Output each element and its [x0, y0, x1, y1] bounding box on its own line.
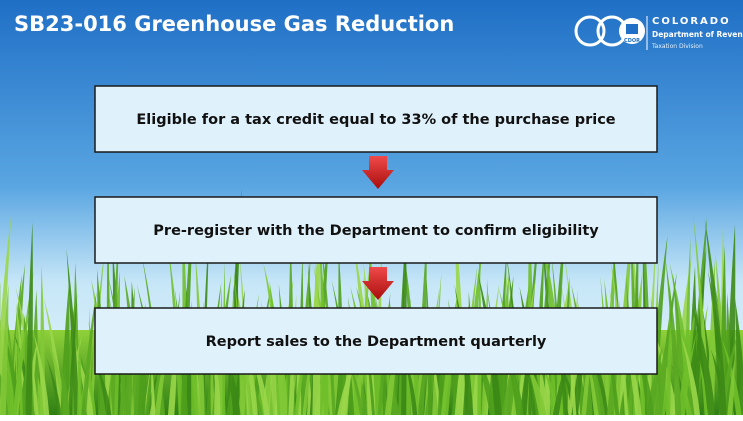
grass-blade: [0, 283, 9, 415]
step-arrow: [362, 267, 394, 300]
grass-blade: [523, 309, 546, 415]
grass-blade: [66, 249, 80, 415]
step-text: Pre-register with the Department to conf…: [153, 223, 599, 239]
grass-blade: [95, 362, 112, 415]
grass-blade: [12, 312, 30, 415]
logo-division: Taxation Division: [651, 43, 703, 50]
grass-blade: [680, 334, 701, 415]
grass-blade: [552, 362, 567, 415]
slide-title: SB23-016 Greenhouse Gas Reduction: [14, 12, 454, 36]
grass-blade: [721, 338, 742, 415]
grass-blade: [81, 291, 97, 415]
step-box: [94, 307, 658, 375]
logo-ring: [574, 15, 606, 47]
grass-blade: [46, 357, 62, 415]
grass-blade: [68, 293, 78, 415]
grass-blade: [77, 341, 82, 415]
grass-blade: [346, 356, 364, 415]
logo-department: Department of Revenue: [652, 30, 743, 39]
logo: CDOR COLORADO Department of Revenue Taxa…: [574, 15, 743, 50]
grass-blade: [15, 308, 23, 415]
step-arrow: [362, 156, 394, 189]
step-box: [94, 85, 658, 153]
step-box: [94, 196, 658, 264]
steps: Eligible for a tax credit equal to 33% o…: [94, 85, 658, 375]
grass-blade: [540, 361, 560, 415]
grass-blade: [727, 359, 735, 415]
grass-blade: [0, 403, 2, 415]
grass-blade: [665, 286, 671, 415]
grass-blade: [665, 259, 682, 415]
grass-blade: [734, 298, 743, 415]
grass-blade: [33, 332, 50, 415]
logo-name: COLORADO: [652, 16, 731, 27]
grass-blade: [5, 338, 14, 415]
step-text: Eligible for a tax credit equal to 33% o…: [136, 112, 615, 128]
grass-blade: [699, 359, 709, 415]
logo-badge: CDOR: [624, 38, 640, 44]
logo-building: [626, 24, 638, 34]
grass-blade: [704, 219, 727, 415]
grass-blade: [691, 303, 716, 415]
grass-blade: [59, 362, 70, 415]
grass-blade: [654, 324, 671, 415]
grass-blade: [25, 221, 33, 415]
step-text: Report sales to the Department quarterly: [206, 334, 547, 350]
